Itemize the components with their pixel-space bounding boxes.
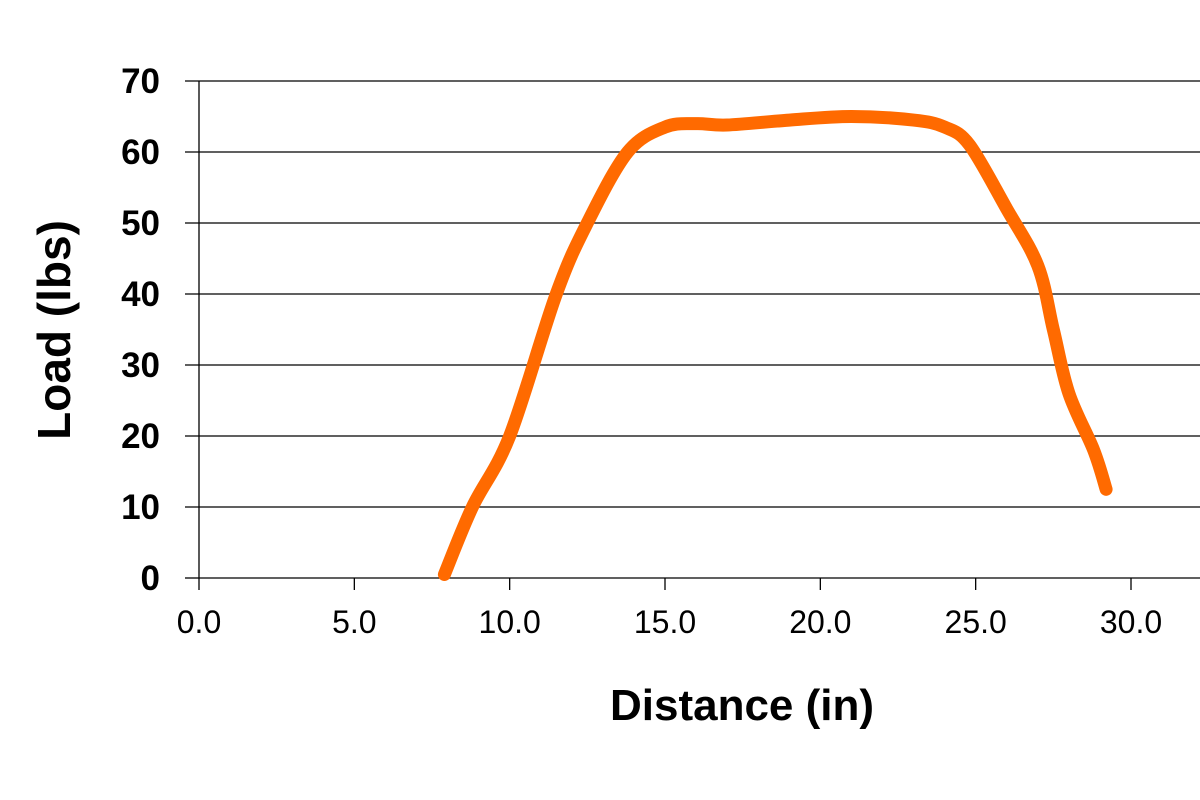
y-tick-label: 40 (121, 275, 160, 314)
y-tick-label: 10 (121, 488, 160, 527)
x-tick-label: 30.0 (1100, 604, 1162, 640)
x-tick-label: 10.0 (479, 604, 541, 640)
tick-labels: 0 10 20 30 40 50 60 70 0.0 5.0 10.0 15.0 20.0 25.0 30.… (121, 62, 1162, 640)
x-tick-label: 5.0 (332, 604, 376, 640)
axes (198, 81, 1200, 590)
series (437, 110, 1113, 581)
grid-lines (185, 80, 1200, 579)
y-tick-label: 50 (121, 204, 160, 243)
y-tick-label: 60 (121, 133, 160, 172)
series-line-0 (437, 110, 1113, 581)
x-tick-label: 20.0 (789, 604, 851, 640)
x-tick-label: 15.0 (634, 604, 696, 640)
x-tick-label: 25.0 (945, 604, 1007, 640)
y-tick-label: 0 (141, 559, 160, 598)
y-tick-label: 70 (121, 62, 160, 101)
x-axis-title: Distance (in) (610, 681, 874, 730)
x-tick-label: 0.0 (177, 604, 221, 640)
y-tick-label: 30 (121, 346, 160, 385)
y-axis-title: Load (lbs) (28, 220, 80, 440)
y-tick-label: 20 (121, 417, 160, 456)
